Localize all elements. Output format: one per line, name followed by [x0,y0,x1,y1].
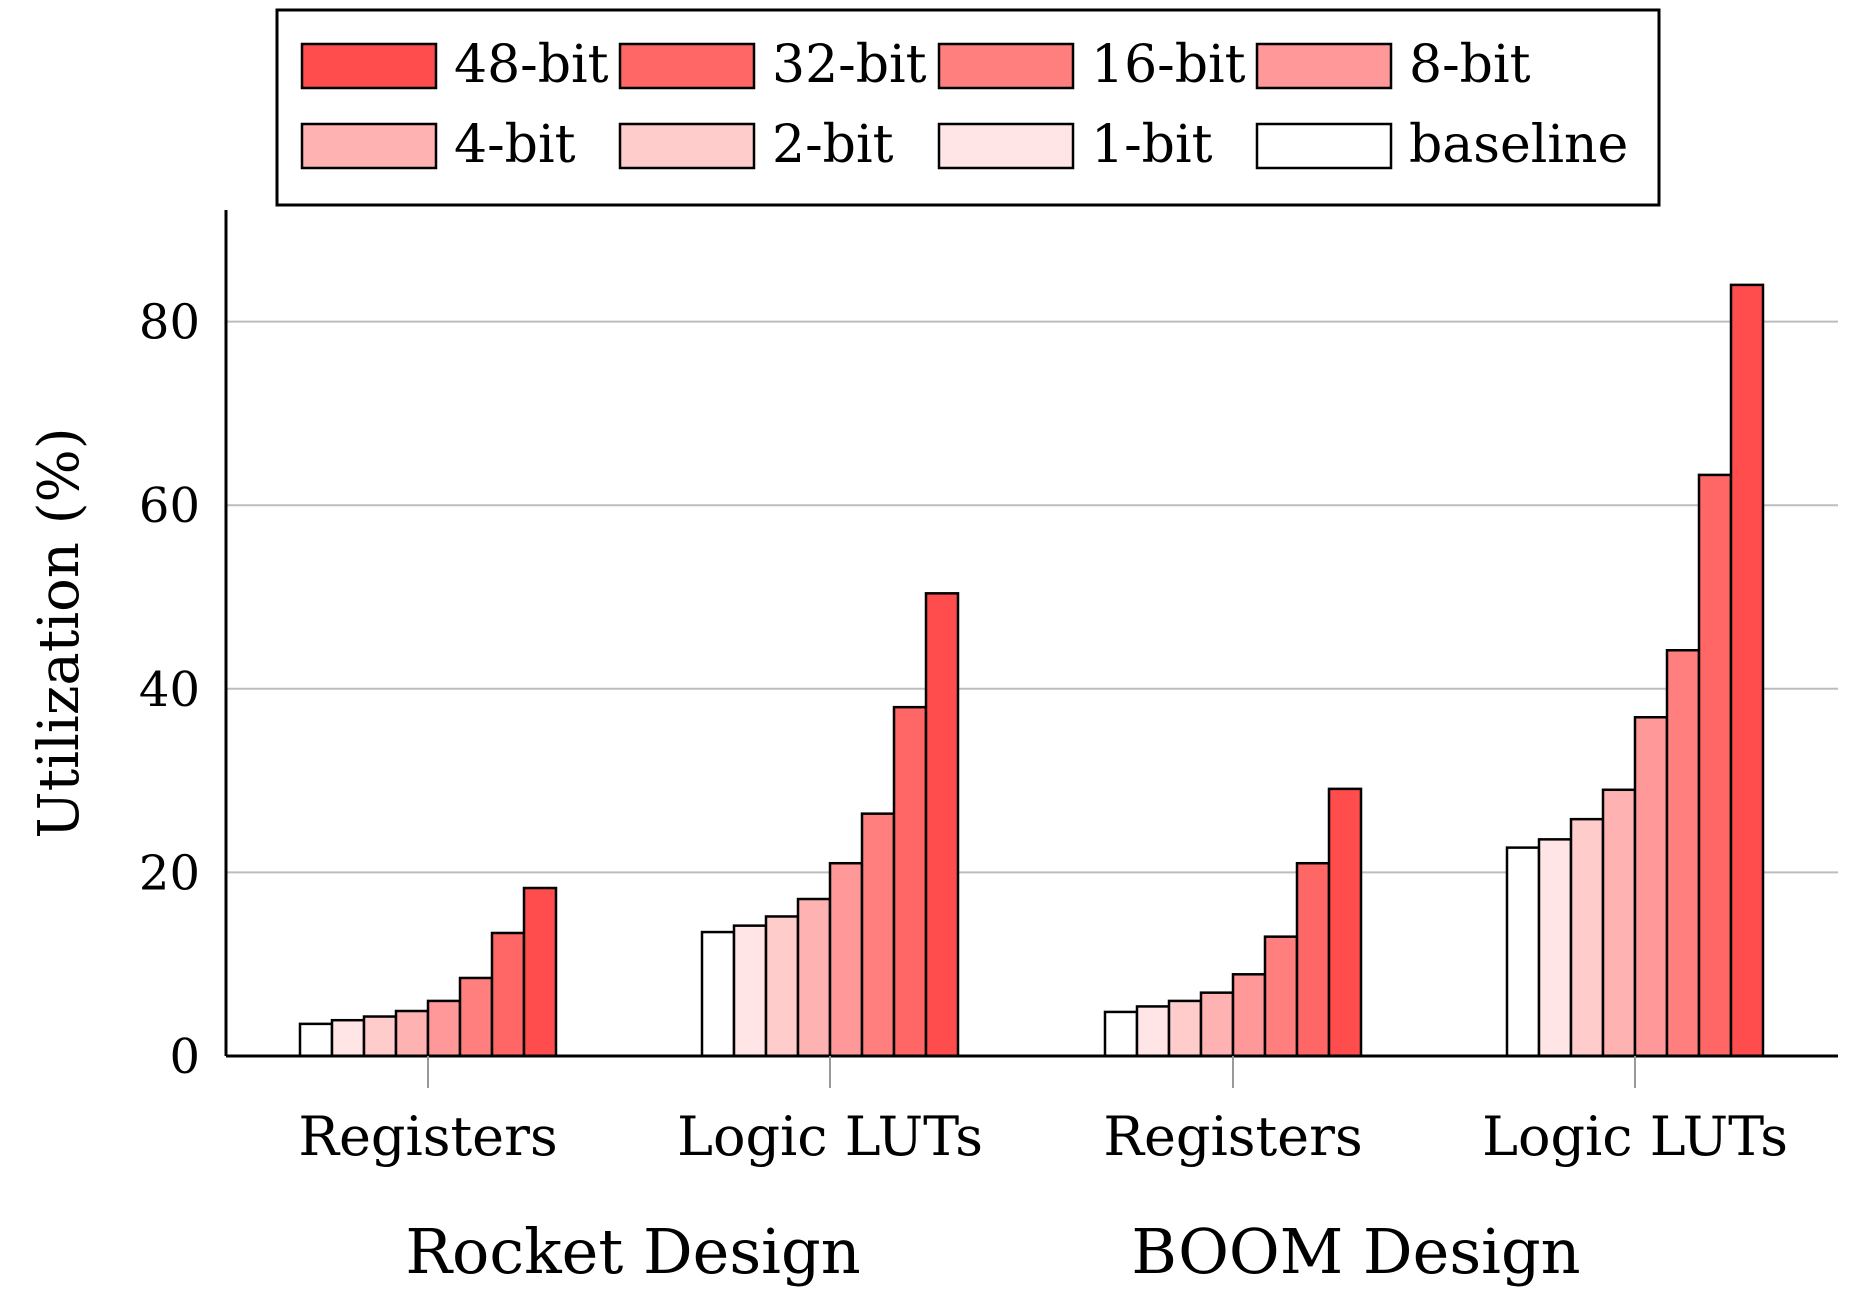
bar-1-bit-2 [1135,1005,1171,1058]
bar-16-bit-1 [860,812,896,1058]
grid-lines [226,320,1838,874]
bar-32-bit-1 [892,705,928,1058]
bar-4-bit-2 [1199,991,1235,1058]
x-tick-label: Logic LUTs [1482,1105,1788,1168]
bar-16-bit-3 [1665,648,1701,1058]
bar-8-bit-3 [1633,716,1669,1058]
legend-label: 16-bit [1091,35,1246,95]
bar-baseline-3 [1505,846,1541,1058]
legend-label: 4-bit [454,115,576,175]
bar-8-bit-2 [1231,973,1267,1058]
y-tick-labels: 0 20 40 60 80 [139,295,200,1085]
bar-baseline-1 [700,930,736,1058]
legend-swatch [300,122,438,170]
legend-label: 8-bit [1409,35,1531,95]
legend-swatch [618,42,756,90]
legend-swatch [937,42,1075,90]
bar-48-bit-3 [1729,283,1765,1058]
bars [298,283,1765,1058]
legend-swatch [937,122,1075,170]
y-tick-label: 80 [139,295,200,351]
bar-8-bit-1 [828,861,864,1058]
y-tick-label: 40 [139,662,200,718]
x-tick-label: Logic LUTs [677,1105,983,1168]
y-axis-label: Utilization (%) [27,427,92,838]
x-tick-label: Registers [1103,1105,1362,1168]
x-tick-label: Registers [298,1105,557,1168]
legend-label: 2-bit [772,115,894,175]
bar-32-bit-3 [1697,473,1733,1058]
y-tick-label: 60 [139,478,200,534]
bar-8-bit-0 [426,999,462,1058]
axes [224,210,1838,1058]
legend-label: 48-bit [454,35,609,95]
legend-swatch [1255,122,1393,170]
bar-4-bit-0 [394,1009,430,1058]
bar-32-bit-2 [1295,861,1331,1058]
bar-4-bit-3 [1601,788,1637,1058]
legend: 48-bit 32-bit 16-bit 8-bit 4-bit 2-bit 1-bit ba… [275,8,1661,207]
y-tick-label: 0 [169,1029,200,1085]
bar-2-bit-2 [1167,999,1203,1058]
bar-16-bit-2 [1263,935,1299,1058]
legend-swatch [300,42,438,90]
bar-2-bit-0 [362,1015,398,1058]
bar-1-bit-3 [1537,838,1573,1058]
group-label: Rocket Design [405,1215,860,1288]
bar-1-bit-0 [330,1018,366,1058]
bar-baseline-2 [1103,1010,1139,1058]
bar-48-bit-1 [924,592,960,1058]
y-tick-label: 20 [139,845,200,901]
bar-32-bit-0 [490,931,526,1058]
bar-48-bit-2 [1327,787,1363,1058]
group-label: BOOM Design [1131,1215,1580,1288]
legend-label: baseline [1409,115,1628,175]
legend-swatch [1255,42,1393,90]
legend-frame [275,8,1661,207]
bar-2-bit-1 [764,915,800,1058]
bar-16-bit-0 [458,976,494,1058]
bar-2-bit-3 [1569,817,1605,1058]
legend-label: 1-bit [1091,115,1213,175]
bar-48-bit-0 [522,886,558,1058]
legend-label: 32-bit [772,35,927,95]
bar-baseline-0 [298,1022,334,1058]
x-tick-labels: Registers Logic LUTs Registers Logic LUTs [298,1056,1788,1168]
bar-4-bit-1 [796,897,832,1058]
legend-swatch [618,122,756,170]
bar-1-bit-1 [732,924,768,1058]
group-labels: Rocket Design BOOM Design [405,1215,1580,1288]
